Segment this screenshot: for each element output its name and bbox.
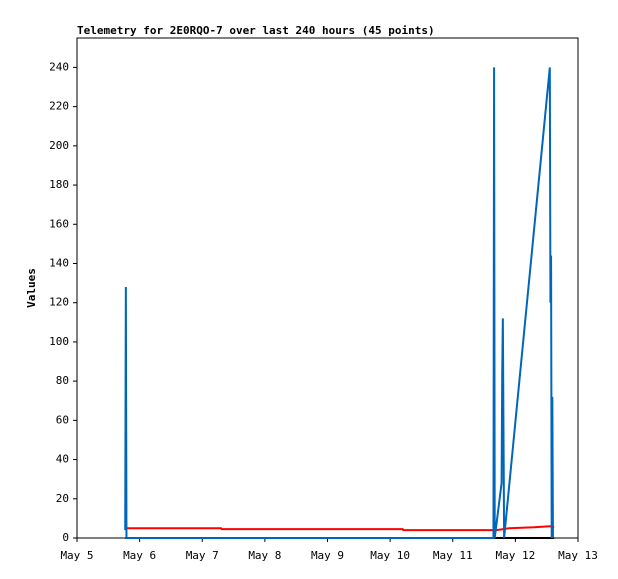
- x-tick-label: May 11: [433, 549, 473, 562]
- y-tick-label: 120: [49, 296, 69, 309]
- x-tick-label: May 8: [248, 549, 281, 562]
- x-tick-label: May 6: [123, 549, 156, 562]
- y-tick-label: 220: [49, 100, 69, 113]
- x-tick-label: May 5: [60, 549, 93, 562]
- x-tick-label: May 10: [370, 549, 410, 562]
- y-tick-label: 20: [56, 492, 69, 505]
- x-tick-label: May 12: [496, 549, 536, 562]
- x-tick-label: May 9: [311, 549, 344, 562]
- y-tick-label: 200: [49, 139, 69, 152]
- x-tick-label: May 7: [186, 549, 219, 562]
- y-tick-label: 180: [49, 178, 69, 191]
- y-tick-label: 140: [49, 256, 69, 269]
- y-tick-label: 80: [56, 374, 69, 387]
- y-tick-label: 100: [49, 335, 69, 348]
- series-line: [125, 525, 555, 532]
- y-tick-label: 240: [49, 60, 69, 73]
- chart-title: Telemetry for 2E0RQO-7 over last 240 hou…: [77, 24, 435, 37]
- y-tick-label: 160: [49, 217, 69, 230]
- x-tick-label: May 13: [558, 549, 598, 562]
- y-axis-label: Values: [25, 268, 38, 308]
- y-tick-label: 60: [56, 413, 69, 426]
- y-tick-label: 40: [56, 453, 69, 466]
- y-tick-label: 0: [62, 531, 69, 544]
- series-line: [124, 67, 554, 539]
